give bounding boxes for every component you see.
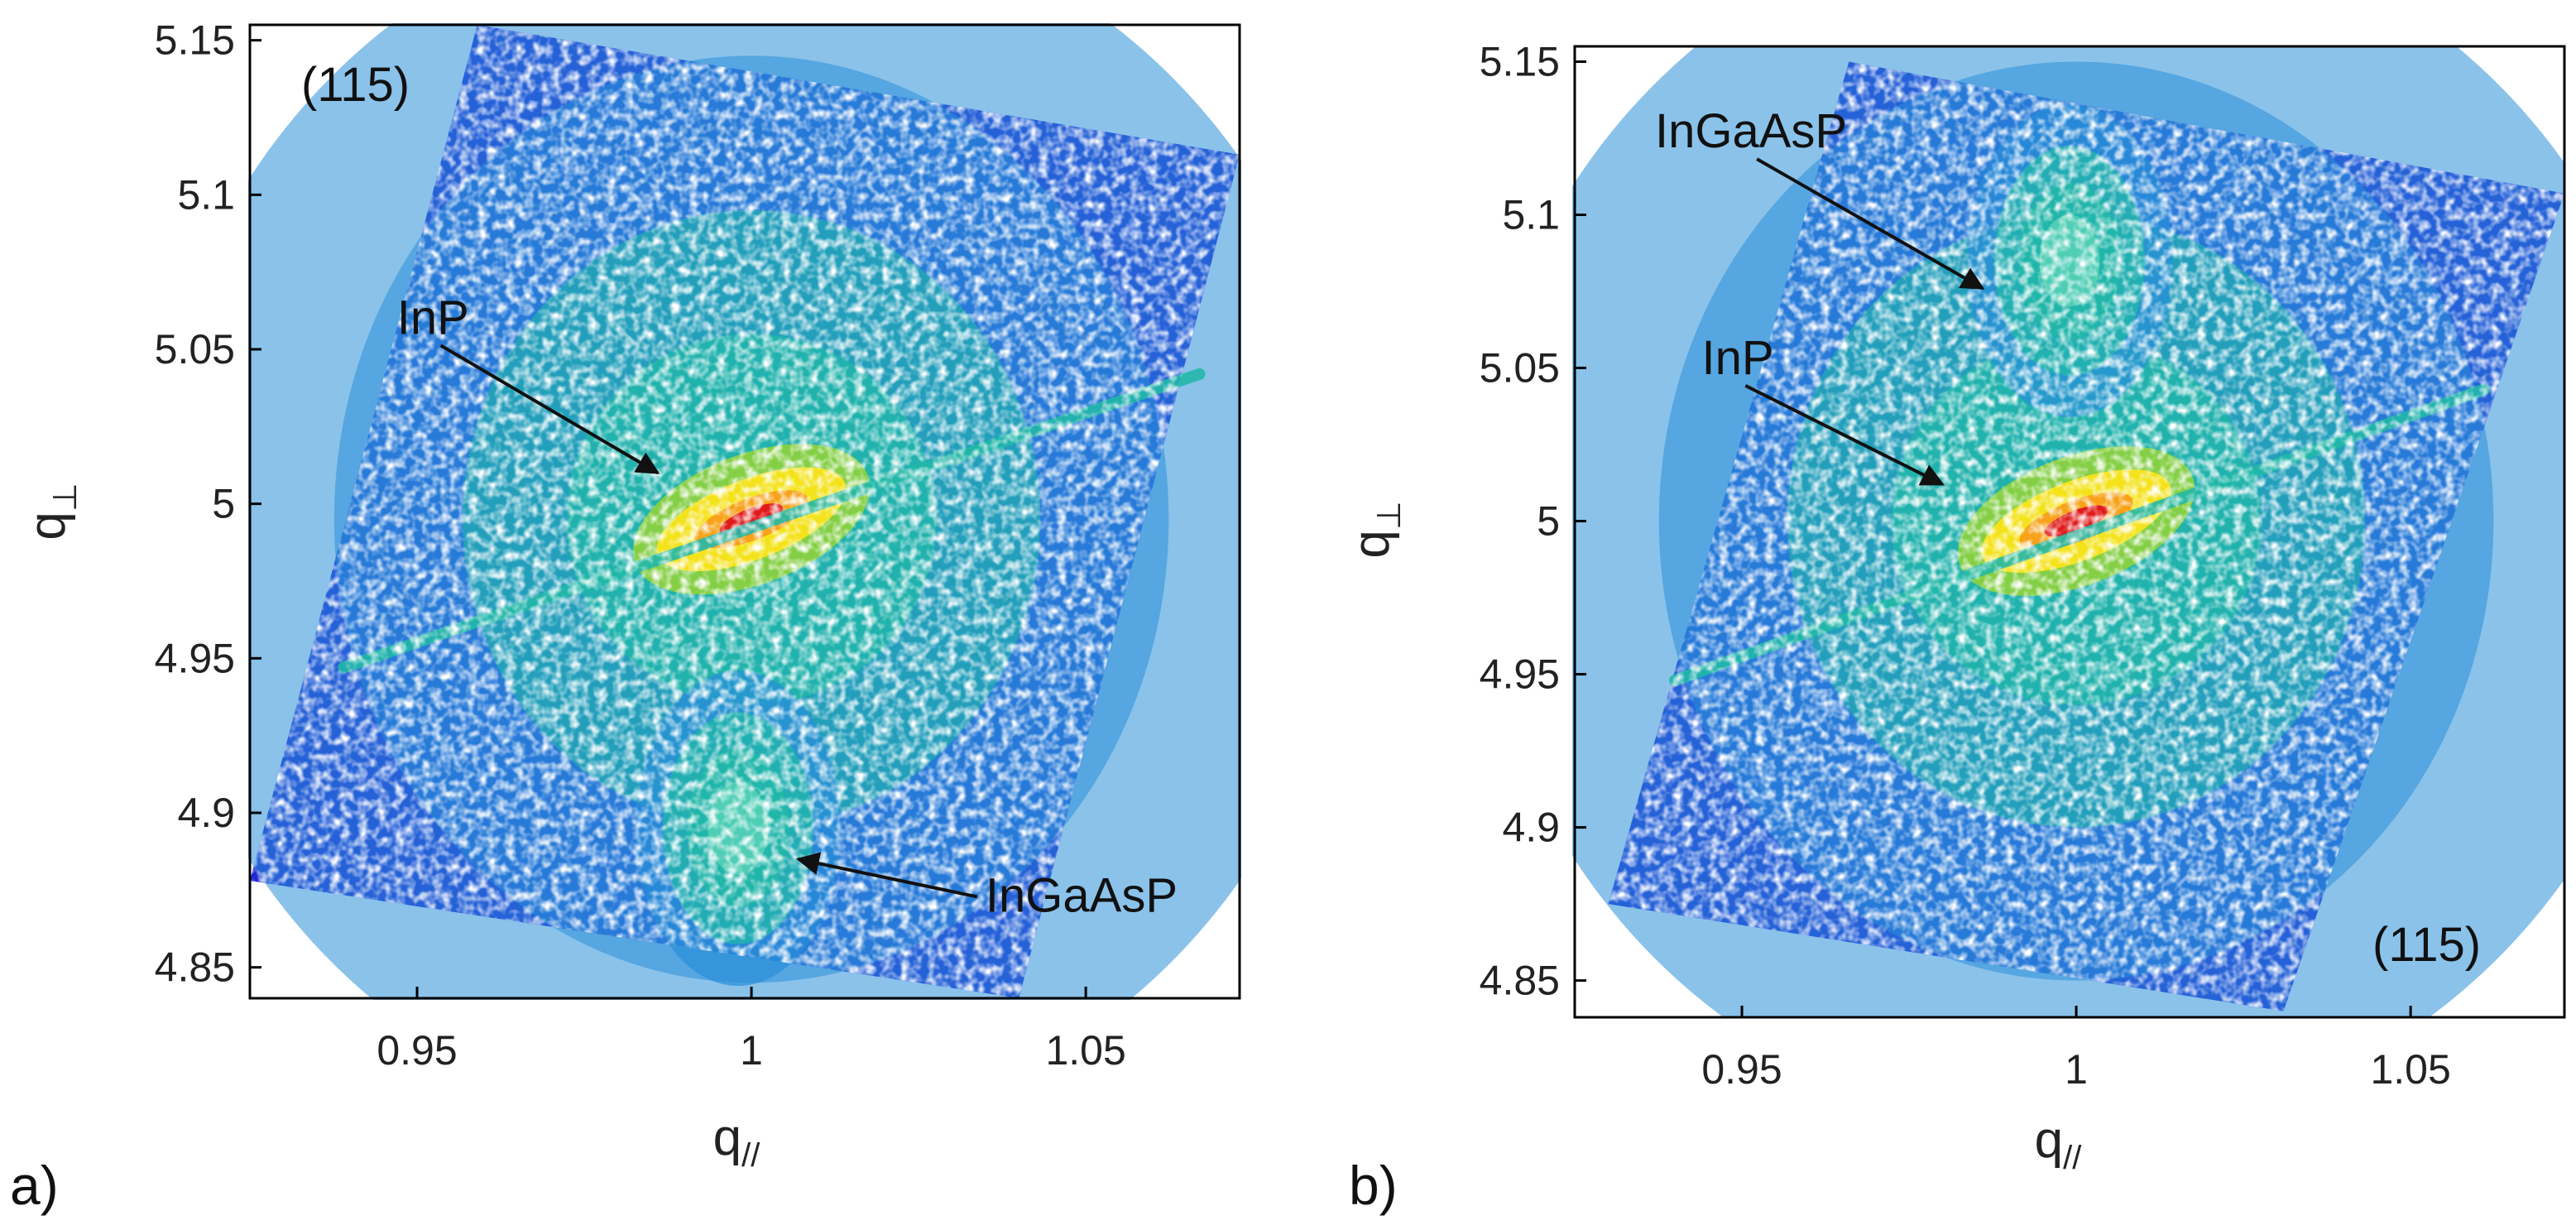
panel-b-x-ticks: 0.95 1 1.05 <box>1701 1006 2451 1093</box>
y-tick-label: 4.9 <box>177 790 235 836</box>
y-tick-label: 5.1 <box>177 171 235 218</box>
annotation-label: InP <box>397 291 469 344</box>
y-tick-label: 4.85 <box>155 944 235 991</box>
panel-b-x-axis-subscript: // <box>2063 1140 2082 1176</box>
panel-b-reflection-label: (115) <box>2372 918 2481 972</box>
y-tick-label: 5.15 <box>1480 39 1560 85</box>
annotation-arrow <box>1756 157 1985 291</box>
panel-a-plot-area <box>248 23 1241 1000</box>
annotation-label: InP <box>1702 331 1774 385</box>
panel-a-x-axis-label: q// <box>713 1109 761 1174</box>
annotation-arrow <box>1744 384 1945 486</box>
panel-a-letter: a) <box>10 1155 59 1216</box>
x-tick-label: 1 <box>2065 1046 2088 1093</box>
annotation-label: InGaAsP <box>1655 104 1847 158</box>
y-tick-label: 5 <box>1537 498 1560 545</box>
annotation-arrow <box>439 344 660 475</box>
y-tick-label: 5 <box>212 481 235 527</box>
panel-b: 0.95 1 1.05 4.85 4.9 4.95 5 5.05 5.1 5.15 InGaAs… <box>1343 39 2566 1216</box>
x-tick-label: 0.95 <box>377 1027 457 1074</box>
panel-a-annotations: InP InGaAsP <box>397 291 1178 922</box>
panel-a-y-axis-label: q⊥ <box>19 483 84 540</box>
y-tick-label: 4.95 <box>155 635 235 681</box>
panel-a-y-axis-subscript: ⊥ <box>47 483 84 512</box>
x-tick-label: 0.95 <box>1701 1046 1782 1093</box>
y-tick-label: 5.05 <box>155 326 235 372</box>
y-tick-label: 4.9 <box>1502 805 1560 851</box>
x-tick-label: 1.05 <box>2370 1046 2450 1093</box>
y-tick-label: 4.85 <box>1480 958 1560 1004</box>
panel-b-y-axis-label: q⊥ <box>1343 501 1408 558</box>
annotation-label: InGaAsP <box>986 868 1178 922</box>
y-tick-label: 5.1 <box>1502 192 1560 238</box>
y-tick-label: 4.95 <box>1480 651 1560 698</box>
y-tick-label: 5.15 <box>155 17 235 64</box>
panel-b-axes-frame <box>1573 45 2566 1019</box>
panel-a-x-axis-subscript: // <box>741 1137 760 1174</box>
x-tick-label: 1 <box>740 1027 763 1074</box>
annotation-arrow <box>795 852 978 899</box>
y-tick-label: 5.05 <box>1480 345 1560 392</box>
panel-b-letter: b) <box>1349 1155 1398 1216</box>
panel-b-x-axis-label: q// <box>2035 1112 2083 1176</box>
panel-a-axes-frame <box>248 23 1241 1000</box>
panel-a-y-ticks: 4.85 4.9 4.95 5 5.05 5.1 5.15 <box>155 17 261 991</box>
panel-a: 0.95 1 1.05 4.85 4.9 4.95 5 5.05 5.1 5.15 InP InG… <box>10 17 1241 1216</box>
panel-a-reflection-label: (115) <box>301 58 410 112</box>
panel-b-annotations: InGaAsP InP <box>1655 104 1985 486</box>
x-tick-label: 1.05 <box>1045 1027 1125 1074</box>
panel-b-y-axis-subscript: ⊥ <box>1371 501 1408 530</box>
panel-b-y-ticks: 4.85 4.9 4.95 5 5.05 5.1 5.15 <box>1480 39 1586 1004</box>
panel-b-speckle-overlay <box>1608 61 2564 1011</box>
panel-b-plot-area <box>1572 46 2565 1018</box>
panel-a-speckle-overlay <box>250 25 1240 998</box>
panel-a-x-ticks: 0.95 1 1.05 <box>377 987 1126 1074</box>
